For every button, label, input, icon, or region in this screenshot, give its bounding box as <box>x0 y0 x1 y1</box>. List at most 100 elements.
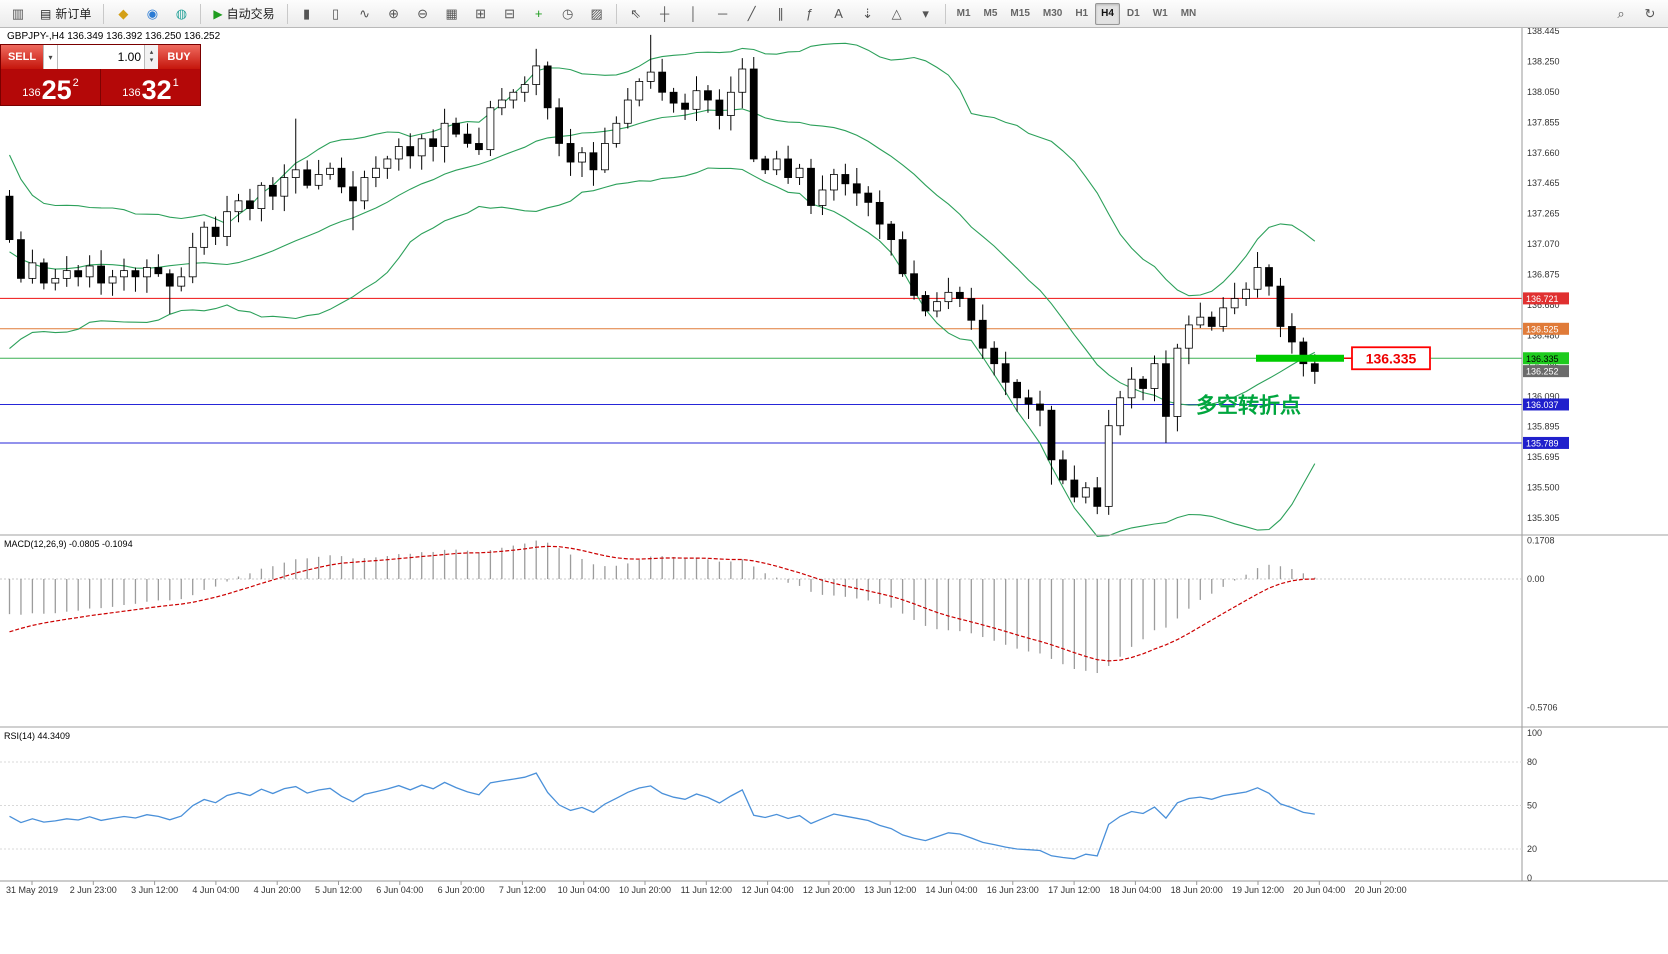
candle-body <box>578 152 586 163</box>
candle-body <box>658 71 667 93</box>
candle-body <box>841 174 850 185</box>
candle-body <box>1184 324 1193 349</box>
candle-body <box>74 270 83 278</box>
shapes-icon[interactable]: △ <box>891 5 902 21</box>
candle-body <box>440 122 449 147</box>
candle-body <box>566 143 575 163</box>
candle-body <box>1288 326 1296 343</box>
price-badge-136.335 <box>1523 352 1569 365</box>
chart-window-icon[interactable]: ▥ <box>11 5 25 21</box>
support-highlight[interactable] <box>1256 354 1344 362</box>
refresh-icon[interactable]: ↻ <box>1644 5 1656 21</box>
timeframe-mn-button[interactable]: MN <box>1180 8 1197 19</box>
timeframe-m5-button[interactable]: M5 <box>983 8 998 19</box>
candle-body <box>1116 397 1125 427</box>
candle-body <box>715 99 724 116</box>
fibonacci-icon[interactable]: ƒ <box>805 6 814 21</box>
bollinger-lower-line <box>9 167 1316 537</box>
timeframe-m1-button[interactable]: M1 <box>956 8 971 19</box>
horizontal-line-icon[interactable]: ─ <box>718 6 728 21</box>
gold-icon[interactable]: ◆ <box>118 5 129 21</box>
candle-body <box>406 146 415 157</box>
buy-price-big-figure: 136 <box>122 87 141 99</box>
candle-body <box>852 183 861 194</box>
periods-icon[interactable]: ◷ <box>561 5 574 21</box>
buy-price[interactable]: 136 32 1 <box>101 69 200 105</box>
sell-button[interactable]: SELL <box>1 45 43 69</box>
profiles-icon[interactable]: ⊟ <box>504 5 516 21</box>
auto-trading-button[interactable]: ▶ 自动交易 <box>206 2 281 26</box>
templates-icon[interactable]: ▨ <box>590 5 603 21</box>
candle-body <box>51 277 60 284</box>
timeframe-h1-button[interactable]: H1 <box>1075 8 1089 19</box>
stepper-up-icon[interactable]: ▴ <box>149 49 154 56</box>
info-icon[interactable]: ◍ <box>175 5 188 21</box>
zoom-in-icon[interactable]: ⊕ <box>388 5 400 21</box>
sell-price[interactable]: 136 25 2 <box>1 69 101 105</box>
macd-label: MACD(12,26,9) -0.0805 -0.1094 <box>4 539 133 549</box>
sell-price-big-figure: 136 <box>22 87 41 99</box>
time-axis-label: 5 Jun 12:00 <box>315 885 362 895</box>
timeframe-m30-button[interactable]: M30 <box>1042 8 1063 19</box>
timeframe-h4-button[interactable]: H4 <box>1095 2 1120 25</box>
candle-body <box>761 158 770 171</box>
candle-body <box>830 174 838 191</box>
candle-body <box>463 133 472 144</box>
timeframe-m15-button[interactable]: M15 <box>1010 8 1030 19</box>
macd-axis-label: -0.5706 <box>1527 702 1558 712</box>
search-icon[interactable]: ⌕ <box>1617 5 1625 21</box>
time-axis-label: 18 Jun 04:00 <box>1109 885 1161 895</box>
time-axis-label: 2 Jun 23:00 <box>70 885 117 895</box>
community-icon[interactable]: ◉ <box>146 5 159 21</box>
toolbar: ▥ ▤ 新订单 ◆ ◉ ◍ ▶ 自动交易 ▮ ▯ ∿ ⊕ ⊖ ▦ ⊞ ⊟ + ◷ ▨ ⇖ ┼ │ ─ ╱ ∥ ƒ A ⇣… <box>0 0 1668 28</box>
macd-axis-label: 0.00 <box>1527 574 1545 584</box>
buy-button[interactable]: BUY <box>158 45 200 69</box>
price-label-box[interactable] <box>1351 346 1431 371</box>
price-axis-label: 135.500 <box>1527 483 1560 493</box>
time-axis-label: 20 Jun 20:00 <box>1355 885 1407 895</box>
volume-stepper[interactable]: ▴ ▾ <box>144 45 158 69</box>
candle-body <box>1127 378 1136 399</box>
volume-dropdown-caret-icon[interactable]: ▾ <box>43 45 58 69</box>
volume-input[interactable] <box>58 50 144 64</box>
indicators-icon[interactable]: + <box>534 6 543 21</box>
trendline-icon[interactable]: ╱ <box>747 5 756 21</box>
bar-chart-icon[interactable]: ▮ <box>303 5 311 21</box>
more-tools-icon[interactable]: ▾ <box>922 5 929 21</box>
stepper-down-icon[interactable]: ▾ <box>149 57 154 64</box>
turning-point-annotation[interactable]: 多空转折点 <box>1196 393 1301 417</box>
price-axis-label: 137.070 <box>1527 239 1560 249</box>
crosshair-icon[interactable]: ┼ <box>660 6 670 21</box>
price-badge-136.335-text: 136.335 <box>1526 354 1559 364</box>
candle-body <box>726 91 735 116</box>
candle-body <box>612 122 621 144</box>
zoom-out-icon[interactable]: ⊖ <box>417 5 429 21</box>
new-chart-icon[interactable]: ⊞ <box>475 5 487 21</box>
candle-body <box>497 99 506 109</box>
candle-body <box>532 65 541 85</box>
candle-body <box>978 319 987 349</box>
tile-windows-icon[interactable]: ▦ <box>445 5 458 21</box>
text-icon[interactable]: A <box>834 6 843 21</box>
time-axis-label: 12 Jun 04:00 <box>742 885 794 895</box>
new-order-button[interactable]: ▤ 新订单 <box>33 2 98 26</box>
cursor-icon[interactable]: ⇖ <box>630 5 642 21</box>
candle-body <box>291 169 300 178</box>
vertical-line-icon[interactable]: │ <box>689 6 698 21</box>
arrow-tools-icon[interactable]: ⇣ <box>862 5 874 21</box>
macd-signal-line <box>9 545 1315 662</box>
price-label-box-text[interactable]: 136.335 <box>1366 350 1417 366</box>
candle-body <box>1059 459 1067 481</box>
timeframe-d1-button[interactable]: D1 <box>1126 8 1140 19</box>
candlestick-chart-icon[interactable]: ▯ <box>332 5 340 21</box>
timeframe-w1-button[interactable]: W1 <box>1152 8 1168 19</box>
channel-icon[interactable]: ∥ <box>777 5 784 21</box>
candle-body <box>131 270 140 278</box>
candle-body <box>795 167 804 178</box>
ohlc-info: GBPJPY-,H4 136.349 136.392 136.250 136.2… <box>7 31 221 42</box>
line-chart-icon[interactable]: ∿ <box>359 5 371 21</box>
time-axis-label: 7 Jun 12:00 <box>499 885 546 895</box>
candle-body <box>589 152 598 171</box>
new-order-icon: ▤ <box>40 6 52 21</box>
